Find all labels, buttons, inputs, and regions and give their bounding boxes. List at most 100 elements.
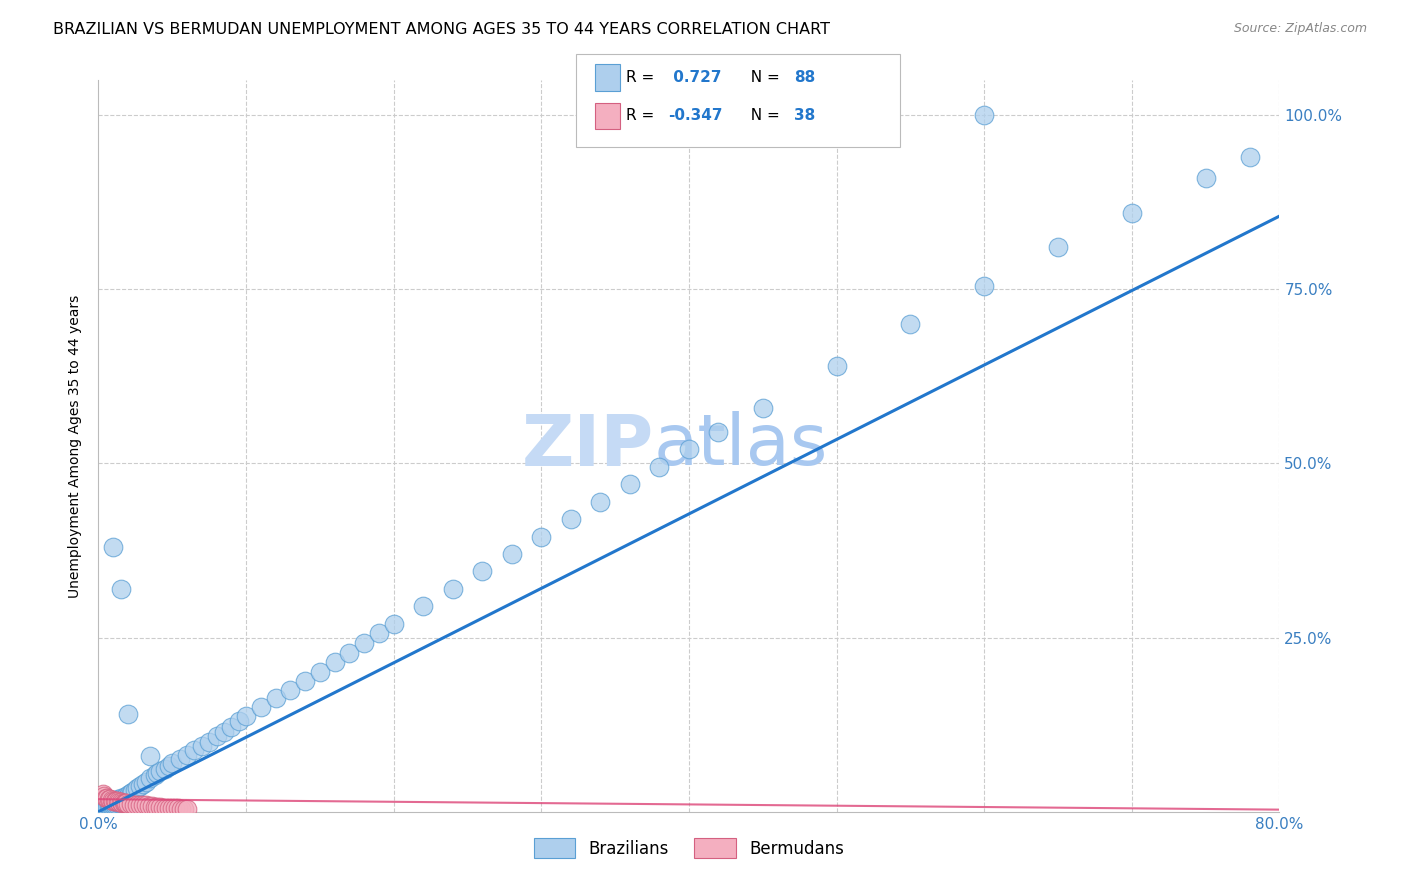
Point	[339, 646, 361, 660]
Point	[105, 797, 128, 811]
Point	[382, 616, 405, 631]
Point	[112, 791, 135, 805]
Point	[309, 665, 332, 680]
Point	[124, 783, 146, 797]
Point	[120, 786, 142, 800]
Point	[707, 425, 730, 439]
Point	[118, 787, 141, 801]
Point	[93, 789, 115, 804]
Text: atlas: atlas	[654, 411, 828, 481]
Point	[183, 743, 205, 757]
Point	[825, 359, 848, 373]
Point	[96, 800, 118, 814]
Point	[162, 801, 183, 815]
Point	[107, 797, 129, 811]
Point	[107, 792, 129, 806]
Point	[117, 707, 139, 722]
Legend: Brazilians, Bermudans: Brazilians, Bermudans	[534, 838, 844, 858]
Point	[280, 682, 302, 697]
Point	[441, 582, 464, 596]
Point	[143, 768, 166, 782]
Point	[132, 798, 155, 813]
Point	[125, 797, 148, 812]
Point	[165, 801, 187, 815]
Point	[205, 730, 228, 744]
Point	[752, 401, 775, 415]
Point	[228, 714, 250, 728]
Text: R =: R =	[626, 70, 659, 85]
Point	[139, 749, 162, 764]
Point	[108, 796, 131, 810]
Point	[530, 530, 553, 544]
Point	[167, 801, 190, 815]
Text: ZIP: ZIP	[522, 411, 654, 481]
Text: -0.347: -0.347	[668, 109, 723, 123]
Point	[176, 747, 198, 762]
Point	[105, 794, 128, 808]
Point	[117, 789, 139, 803]
Point	[103, 794, 125, 808]
Point	[105, 794, 128, 808]
Point	[98, 792, 121, 806]
Point	[132, 777, 155, 791]
Point	[122, 797, 145, 812]
Point	[96, 801, 118, 815]
Point	[115, 789, 138, 804]
Point	[264, 691, 287, 706]
Point	[198, 735, 221, 749]
Point	[155, 800, 177, 814]
Point	[111, 793, 134, 807]
Point	[121, 784, 143, 798]
Point	[108, 795, 131, 809]
Point	[128, 798, 150, 813]
Point	[128, 779, 150, 793]
Text: BRAZILIAN VS BERMUDAN UNEMPLOYMENT AMONG AGES 35 TO 44 YEARS CORRELATION CHART: BRAZILIAN VS BERMUDAN UNEMPLOYMENT AMONG…	[53, 22, 831, 37]
Point	[98, 797, 121, 812]
Point	[93, 801, 115, 815]
Point	[103, 798, 125, 813]
Point	[141, 799, 163, 814]
Point	[235, 708, 257, 723]
Text: N =: N =	[741, 70, 785, 85]
Point	[117, 797, 139, 811]
Point	[104, 795, 127, 809]
Point	[120, 797, 142, 811]
Point	[110, 582, 132, 596]
Point	[162, 756, 183, 770]
Point	[110, 790, 132, 805]
Text: 0.727: 0.727	[668, 70, 721, 85]
Point	[91, 803, 114, 817]
Point	[648, 459, 671, 474]
Point	[1046, 240, 1070, 254]
Point	[501, 547, 523, 561]
Point	[96, 790, 118, 805]
Point	[94, 802, 117, 816]
Point	[471, 565, 494, 579]
Point	[212, 724, 235, 739]
Point	[115, 797, 138, 811]
Point	[153, 762, 176, 776]
Point	[1121, 205, 1143, 219]
Point	[98, 800, 121, 814]
Point	[191, 739, 214, 753]
Point	[589, 494, 612, 508]
Point	[114, 797, 136, 811]
Point	[94, 790, 117, 805]
Point	[170, 802, 193, 816]
Point	[143, 800, 166, 814]
Point	[221, 720, 243, 734]
Point	[152, 800, 174, 814]
Point	[139, 772, 162, 786]
Point	[100, 793, 122, 807]
Point	[138, 799, 160, 814]
Text: Source: ZipAtlas.com: Source: ZipAtlas.com	[1233, 22, 1367, 36]
Point	[110, 794, 132, 808]
Point	[323, 655, 346, 669]
Point	[146, 800, 169, 814]
Point	[146, 766, 169, 780]
Point	[97, 798, 120, 813]
Point	[157, 758, 180, 772]
Text: N =: N =	[741, 109, 785, 123]
Point	[176, 802, 198, 816]
Point	[157, 800, 180, 814]
